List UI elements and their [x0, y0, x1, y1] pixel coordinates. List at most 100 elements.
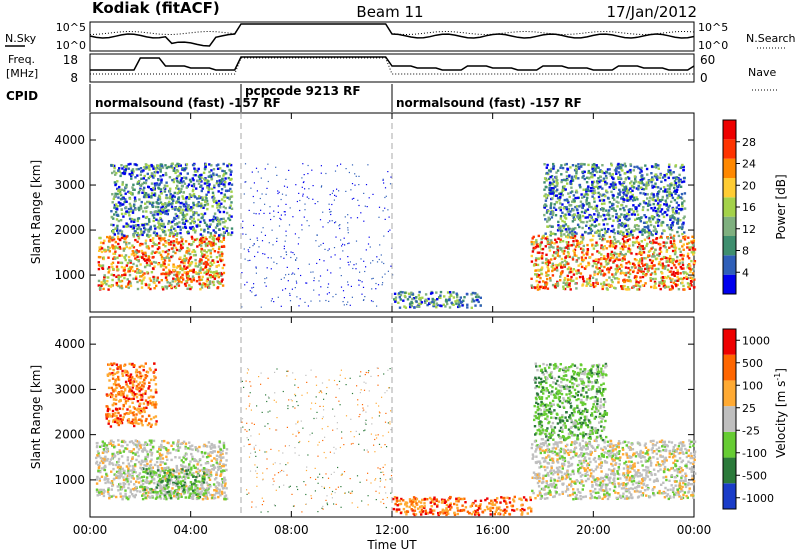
data-cell [116, 246, 119, 249]
data-cell [164, 212, 167, 215]
data-cell [661, 272, 664, 275]
data-cell [132, 441, 135, 445]
data-cell [670, 194, 673, 197]
data-cell [686, 242, 689, 246]
data-cell [147, 230, 150, 233]
data-cell [177, 197, 180, 201]
data-cell [188, 242, 191, 246]
data-cell [142, 448, 145, 451]
data-cell [218, 204, 222, 208]
data-cell [217, 163, 220, 166]
data-cell [563, 185, 566, 188]
data-cell [216, 217, 219, 220]
data-cell [361, 293, 363, 295]
data-cell [165, 272, 168, 276]
data-cell [447, 298, 451, 302]
data-cell [678, 207, 681, 211]
data-cell [597, 166, 600, 169]
data-cell [164, 250, 167, 254]
data-cell [563, 220, 566, 224]
data-cell [313, 289, 315, 291]
data-cell [622, 235, 626, 238]
data-cell [345, 168, 347, 170]
data-cell [147, 195, 151, 199]
data-cell [677, 212, 680, 215]
data-cell [153, 188, 156, 191]
data-cell [589, 231, 592, 234]
data-cell [150, 441, 153, 444]
data-cell [598, 199, 602, 202]
data-cell [565, 235, 568, 238]
data-cell [371, 278, 373, 280]
data-cell [546, 277, 549, 281]
data-cell [663, 286, 667, 289]
data-cell [289, 294, 291, 296]
data-cell [165, 287, 168, 290]
data-cell [140, 279, 144, 283]
data-cell [182, 205, 186, 208]
data-cell [101, 264, 105, 267]
data-cell [212, 235, 215, 239]
data-cell [187, 230, 190, 233]
data-cell [180, 261, 183, 264]
data-cell [586, 248, 590, 252]
data-cell [136, 267, 139, 271]
data-cell [601, 285, 605, 288]
data-cell [116, 229, 119, 232]
data-cell [132, 262, 135, 266]
data-cell [597, 229, 600, 232]
data-cell [689, 267, 692, 270]
data-cell [566, 250, 570, 254]
data-cell [164, 203, 167, 206]
data-cell [546, 220, 549, 223]
data-cell [666, 207, 669, 211]
data-cell [549, 170, 552, 173]
data-cell [620, 197, 623, 200]
data-cell [688, 248, 691, 251]
data-cell [139, 275, 142, 278]
data-cell [568, 284, 571, 288]
data-cell [320, 172, 322, 174]
data-cell [136, 451, 139, 454]
data-cell [634, 218, 637, 221]
data-cell [560, 234, 563, 238]
data-cell [688, 287, 691, 290]
data-cell [682, 248, 685, 251]
data-cell [668, 191, 671, 194]
data-cell [641, 178, 644, 181]
data-cell [341, 245, 343, 247]
data-cell [99, 461, 102, 465]
data-cell [102, 466, 106, 469]
data-cell [119, 261, 123, 264]
data-cell [665, 248, 669, 252]
data-cell [129, 225, 133, 228]
data-cell [273, 261, 275, 263]
data-cell [219, 206, 222, 209]
data-cell [178, 257, 181, 261]
data-cell [596, 250, 599, 253]
data-cell [180, 236, 183, 239]
data-cell [184, 167, 187, 170]
data-cell [544, 286, 547, 290]
data-cell [582, 277, 585, 281]
data-cell [195, 237, 199, 241]
data-cell [114, 183, 117, 187]
freq-label-line1: Freq. [8, 53, 35, 66]
data-cell [560, 179, 564, 182]
data-cell [215, 199, 218, 203]
data-cell [148, 277, 152, 280]
data-cell [376, 305, 378, 307]
data-cell [129, 488, 132, 491]
data-cell [211, 451, 214, 454]
data-cell [119, 204, 122, 207]
data-cell [218, 281, 221, 285]
data-cell [651, 176, 654, 179]
data-cell [589, 274, 592, 277]
data-cell [637, 262, 640, 265]
data-cell [222, 174, 225, 177]
data-cell [194, 174, 197, 177]
data-cell [298, 305, 300, 307]
data-cell [642, 247, 645, 251]
data-cell [230, 207, 234, 210]
data-cell [160, 206, 163, 209]
